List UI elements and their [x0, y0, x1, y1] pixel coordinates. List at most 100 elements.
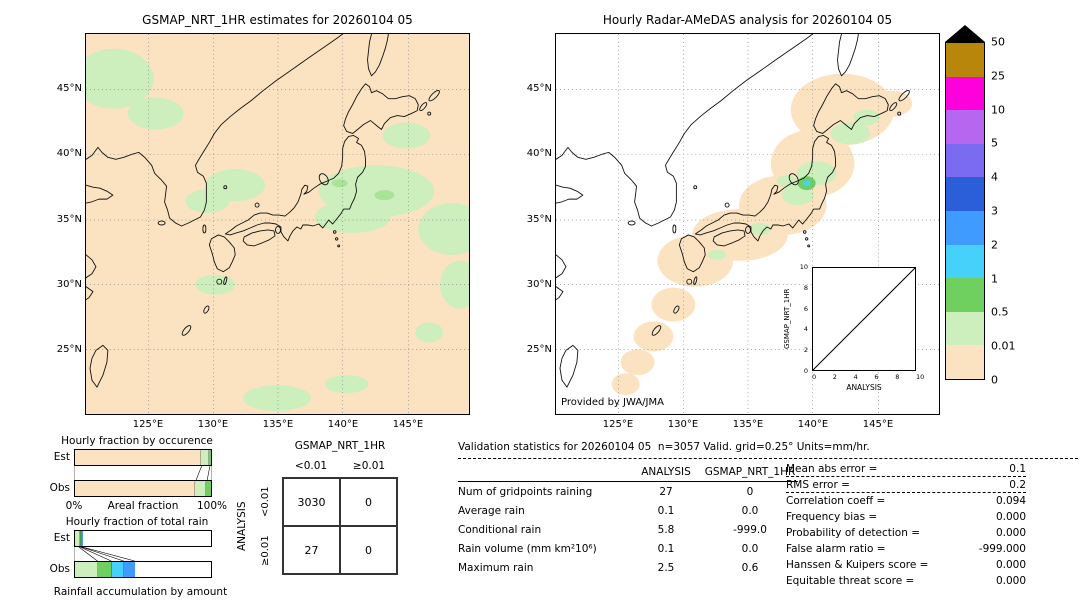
contingency-col-group: GSMAP_NRT_1HR: [294, 440, 386, 452]
right-lon-tick: 125°E: [602, 419, 634, 430]
stats-header-spacer: [458, 463, 630, 482]
colorbar-segments: [945, 42, 985, 380]
colorbar-segment: [946, 278, 984, 312]
bar-segment: [75, 562, 99, 577]
bar-segment: [200, 450, 209, 465]
stats-table: ANALYSIS GSMAP_NRT_1HR Num of gridpoints…: [458, 463, 798, 577]
stats-gsmap-value: 0: [746, 485, 754, 498]
metric-label: Correlation coeff =: [786, 495, 886, 507]
metric-value: 0.2: [1009, 478, 1026, 491]
left-precipitation-map: [85, 33, 470, 415]
colorbar-tick-label: 4: [991, 170, 998, 184]
colorbar-tick-label: 25: [991, 69, 1005, 83]
right-lon-tick: 130°E: [667, 419, 699, 430]
stats-gsmap-value: -999.0: [733, 523, 767, 536]
right-lat-tick: 25°N: [526, 344, 552, 355]
totalrain-x-label: Rainfall accumulation by amount: [53, 586, 228, 598]
stats-gsmap-value: 0.0: [741, 504, 759, 517]
bar-segment: [75, 450, 201, 465]
stats-metrics: Mean abs error = 0.1 RMS error = 0.2 Corre…: [786, 461, 1026, 589]
metric-row: False alarm ratio = -999.000: [786, 541, 1026, 557]
occurrence-connector-lines: [74, 466, 212, 480]
stats-analysis-value: 5.8: [657, 523, 675, 536]
left-lon-tick: 145°E: [392, 419, 424, 430]
metric-row: Frequency bias = 0.000: [786, 509, 1026, 525]
metric-label: Frequency bias =: [786, 511, 878, 523]
left-lat-tick: 25°N: [56, 344, 82, 355]
occurrence-obs-label: Obs: [49, 482, 70, 494]
colorbar-segment: [946, 143, 984, 178]
left-lon-tick: 140°E: [327, 419, 359, 430]
bar-segment: [111, 562, 124, 577]
stats-analysis-value: 2.5: [657, 561, 675, 574]
inset-x-axis-label: ANALYSIS: [846, 383, 882, 392]
occurrence-est-bar: [74, 449, 212, 466]
colorbar-segment: [946, 76, 984, 111]
colorbar-segment: [946, 345, 984, 379]
inset-x-ticks: 0 2 4 6 8 10: [812, 373, 925, 381]
left-map-canvas: [86, 34, 469, 414]
metric-row: Mean abs error = 0.1: [786, 461, 1026, 477]
left-lat-tick: 45°N: [56, 83, 82, 94]
totalrain-est-bar: [74, 530, 212, 547]
metric-value: 0.094: [995, 495, 1026, 507]
left-lat-tick: 35°N: [56, 214, 82, 225]
right-lat-tick: 40°N: [526, 148, 552, 159]
stats-gsmap-value: 0.6: [741, 561, 759, 574]
contingency-row-group: ANALYSIS: [236, 501, 248, 551]
colorbar-segment: [946, 244, 984, 279]
colorbar-tick-label: 0.01: [991, 339, 1016, 353]
colorbar-tick-label: 0: [991, 373, 998, 387]
contingency-row-header: <0.01: [260, 486, 271, 517]
contingency-cell: 3030: [283, 478, 340, 526]
stats-analysis-value: 0.1: [657, 504, 675, 517]
colorbar-tick-label: 5: [991, 136, 998, 150]
occurrence-obs-bar: [74, 480, 212, 497]
totalrain-chart-title: Hourly fraction of total rain: [65, 516, 209, 528]
colorbar-tick-label: 10: [991, 103, 1005, 117]
occurrence-est-label: Est: [53, 451, 70, 463]
contingency-row-header: ≥0.01: [260, 535, 271, 566]
totalrain-obs-bar: [74, 561, 212, 578]
bar-segment: [82, 531, 84, 546]
contingency-cell: 27: [283, 526, 340, 574]
metric-label: Mean abs error =: [786, 462, 878, 475]
colorbar-segment: [946, 43, 984, 77]
inset-plot-area: [812, 267, 916, 371]
stats-row-label: Rain volume (mm km²10⁶): [458, 542, 597, 555]
metric-value: 0.000: [995, 527, 1026, 539]
metric-value: 0.000: [995, 575, 1026, 587]
bar-segment: [206, 481, 211, 496]
occurrence-x-max: 100%: [196, 500, 228, 512]
contingency-col-header: ≥0.01: [352, 460, 386, 472]
colorbar-tick-label: 3: [991, 204, 998, 218]
occurrence-x-min: 0%: [65, 500, 83, 512]
contingency-grid: 3030 0 27 0: [282, 477, 398, 575]
metric-label: RMS error =: [786, 478, 850, 491]
right-lat-tick: 45°N: [526, 83, 552, 94]
colorbar-tick-label: 0.5: [991, 305, 1009, 319]
colorbar-segment: [946, 311, 984, 346]
bar-segment: [123, 562, 135, 577]
metric-label: False alarm ratio =: [786, 543, 886, 555]
bar-segment: [75, 531, 80, 546]
map-gridlines: [86, 34, 469, 414]
totalrain-connector-lines: [74, 547, 135, 561]
occurrence-chart-title: Hourly fraction by occurence: [61, 435, 213, 447]
left-lon-tick: 135°E: [262, 419, 294, 430]
colorbar-tick-label: 50: [991, 35, 1005, 49]
contingency-col-header: <0.01: [294, 460, 328, 472]
left-map-title: GSMAP_NRT_1HR estimates for 20260104 05: [142, 13, 413, 27]
bar-segment: [98, 562, 112, 577]
colorbar-segment: [946, 110, 984, 144]
colorbar-tick-label: 1: [991, 272, 998, 286]
left-lat-tick: 30°N: [56, 279, 82, 290]
right-lat-tick: 35°N: [526, 214, 552, 225]
gsmap-light-rain-patches: [86, 48, 469, 412]
metric-value: 0.000: [995, 511, 1026, 523]
inset-y-ticks: 10 8 6 4 2 0: [799, 263, 808, 375]
bar-segment: [195, 481, 207, 496]
metric-label: Hanssen & Kuipers score =: [786, 559, 929, 571]
stats-row-label: Conditional rain: [458, 523, 542, 536]
